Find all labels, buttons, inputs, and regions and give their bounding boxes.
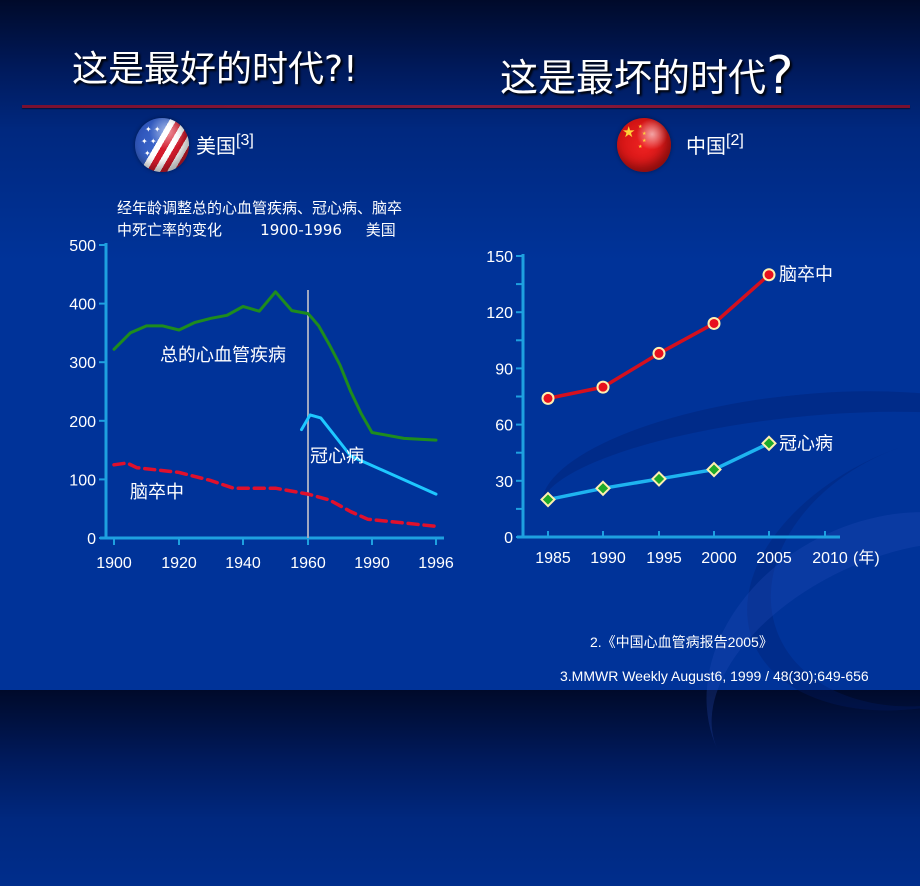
y-tick-label: 60 [495, 418, 513, 435]
x-axis-unit-label: (年) [853, 549, 880, 567]
data-point-diamond [595, 480, 611, 497]
y-tick-label: 0 [504, 530, 513, 547]
title-worst-times-text: 这是最坏的时代 [500, 56, 767, 100]
data-point-diamond [761, 435, 777, 452]
x-tick-label: 1920 [161, 555, 197, 572]
x-tick-label: 1990 [590, 550, 626, 567]
china-label: 中国[2] [686, 130, 744, 159]
x-tick-label: 1995 [646, 550, 682, 567]
usa-ref-marker: [3] [236, 132, 254, 149]
y-tick-label: 150 [486, 249, 513, 266]
series-label: 冠心病 [779, 433, 833, 454]
data-point-circle [707, 316, 721, 330]
reference-3: 3.MMWR Weekly August6, 1999 / 48(30);649… [560, 668, 869, 684]
data-point-diamond [540, 491, 556, 508]
data-point-diamond [651, 471, 667, 487]
data-point-circle [762, 268, 776, 282]
china-flag-icon: ★ ★ ★ ★ ★ [617, 118, 671, 172]
x-tick-label: 1900 [96, 555, 132, 572]
reference-2: 2.《中国心血管病报告2005》 [590, 634, 773, 650]
series-line-1 [300, 413, 438, 496]
usa-label: 美国[3] [196, 130, 254, 159]
usa-flag-icon: ✦ ✦ ✦ ✦ ✦ ✦ [135, 118, 189, 172]
series-label: 总的心血管疾病 [160, 345, 286, 366]
china-mortality-chart: 0 30 60 90 120 150 1985 1990 1995 2000 2005 2010 (年)… [486, 249, 879, 567]
x-tick-label: 1940 [225, 555, 261, 572]
y-tick-label: 300 [69, 355, 96, 372]
x-tick-label: 2000 [701, 550, 737, 567]
usa-chart-description: 经年龄调整总的心血管疾病、冠心病、脑卒 中死亡率的变化 1900-1996 美国 [117, 197, 402, 241]
x-tick-label: 1985 [535, 550, 571, 567]
series-line-1 [547, 441, 770, 502]
y-tick-label: 200 [69, 414, 96, 431]
usa-label-text: 美国 [196, 134, 236, 158]
star-icon: ★ [622, 124, 636, 141]
series-label: 脑卒中 [779, 265, 833, 286]
data-point-circle [596, 380, 610, 394]
usa-chart-description-line1: 经年龄调整总的心血管疾病、冠心病、脑卒 [117, 199, 403, 217]
china-ref-marker: [2] [726, 132, 744, 149]
title-worst-times: 这是最坏的时代? [500, 46, 794, 106]
star-icon: ★ [642, 131, 647, 137]
y-tick-label: 100 [69, 472, 96, 489]
y-tick-label: 90 [495, 361, 513, 378]
series-label: 脑卒中 [130, 482, 184, 503]
x-tick-label: 2005 [756, 550, 792, 567]
y-tick-label: 400 [69, 297, 96, 314]
y-tick-label: 120 [486, 305, 513, 322]
data-point-circle [541, 391, 555, 405]
x-tick-label: 1996 [418, 555, 454, 572]
x-tick-label: 2010 [812, 550, 848, 567]
series-line-0 [112, 290, 438, 442]
title-divider [22, 105, 910, 108]
series-line-0 [547, 273, 771, 401]
china-label-text: 中国 [686, 134, 726, 158]
title-best-times: 这是最好的时代?! [72, 49, 358, 90]
y-tick-label: 500 [69, 238, 96, 255]
data-point-circle [652, 346, 666, 360]
usa-mortality-chart: 0 100 200 300 400 500 1900 1920 1940 1960 1990 1996… [69, 238, 454, 572]
star-icon: ★ [638, 124, 643, 130]
star-icon: ★ [638, 144, 643, 150]
x-tick-label: 1960 [290, 555, 326, 572]
usa-chart-description-line2: 中死亡率的变化 1900-1996 美国 [117, 221, 396, 239]
y-tick-label: 0 [87, 531, 96, 548]
star-icon: ★ [642, 138, 647, 144]
series-line-2 [112, 461, 438, 529]
data-point-diamond [706, 461, 722, 478]
y-tick-label: 30 [495, 474, 513, 491]
title-question-mark: ? [766, 46, 794, 106]
x-tick-label: 1990 [354, 555, 390, 572]
series-label: 冠心病 [310, 446, 364, 467]
